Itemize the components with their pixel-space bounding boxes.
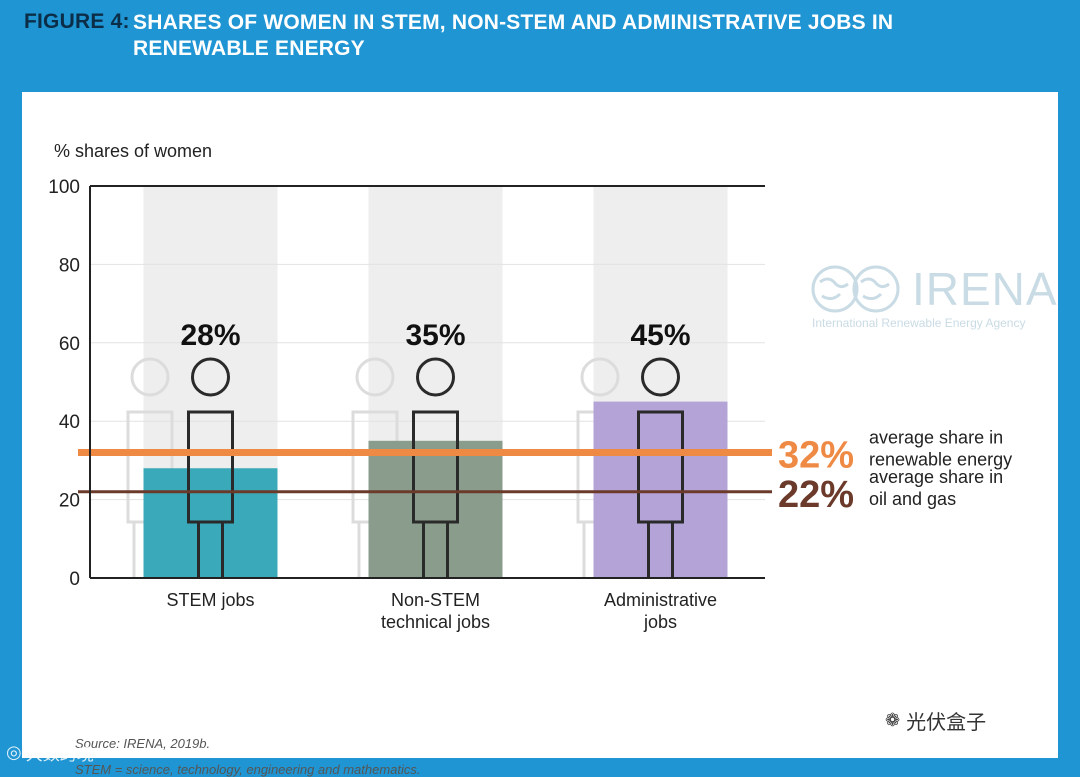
category-label: STEM jobs	[166, 590, 254, 610]
y-tick-label: 80	[59, 255, 80, 276]
reference-value-label: 32%	[778, 435, 854, 477]
watermark-left: ◎ 大数跨境	[6, 740, 94, 765]
watermark-right: ❁ 光伏盒子	[885, 706, 986, 735]
reference-value-label: 22%	[778, 474, 854, 516]
bar-3	[593, 401, 728, 578]
figure-title: SHARES OF WOMEN IN STEM, NON-STEM AND AD…	[133, 11, 894, 60]
female-silhouette-icon	[412, 357, 459, 577]
y-tick-label: 40	[59, 412, 80, 433]
source-note: Source: IRENA, 2019b.	[75, 736, 211, 751]
chart-panel: % shares of women 28% 35% 45% 32% average sha…	[22, 92, 1058, 777]
category-label: Non-STEM	[391, 590, 480, 610]
y-tick-label: 100	[48, 177, 80, 198]
watermark-right-text: 光伏盒子	[906, 712, 987, 734]
value-label: 35%	[405, 319, 465, 352]
reference-text: average share in	[869, 428, 1003, 448]
watermark-left-text: 大数跨境	[25, 745, 94, 764]
female-silhouette-icon	[187, 357, 234, 577]
irena-logo: IRENA International Renewable Energy Age…	[810, 262, 1080, 332]
y-tick-label: 0	[69, 569, 80, 590]
female-silhouette-icon	[637, 357, 684, 577]
abbreviation-note: STEM = science, technology, engineering …	[75, 762, 421, 777]
reference-text: oil and gas	[869, 489, 956, 509]
bar-2	[368, 440, 503, 578]
y-axis-title: % shares of women	[54, 141, 212, 161]
irena-logo-name: IRENA	[912, 263, 1058, 315]
reference-text: renewable energy	[869, 450, 1012, 470]
reference-text: average share in	[869, 467, 1003, 487]
category-label: jobs	[643, 612, 677, 632]
category-label: Administrative	[604, 590, 717, 610]
figure-header: FIGURE 4: SHARES OF WOMEN IN STEM, NON-S…	[0, 0, 1080, 92]
figure-label: FIGURE 4:	[24, 10, 130, 33]
globe-logo-icon	[811, 265, 900, 313]
irena-logo-subtitle: International Renewable Energy Agency	[812, 316, 1026, 330]
value-label: 45%	[630, 319, 690, 352]
wechat-icon: ❁	[885, 710, 901, 730]
value-label: 28%	[180, 319, 240, 352]
bar-chart: % shares of women 28% 35% 45% 32% average sha…	[48, 141, 1012, 632]
category-label: technical jobs	[381, 612, 490, 632]
y-tick-label: 60	[59, 334, 80, 355]
watermark-logo-icon: ◎	[6, 742, 22, 762]
y-tick-label: 20	[59, 491, 80, 512]
